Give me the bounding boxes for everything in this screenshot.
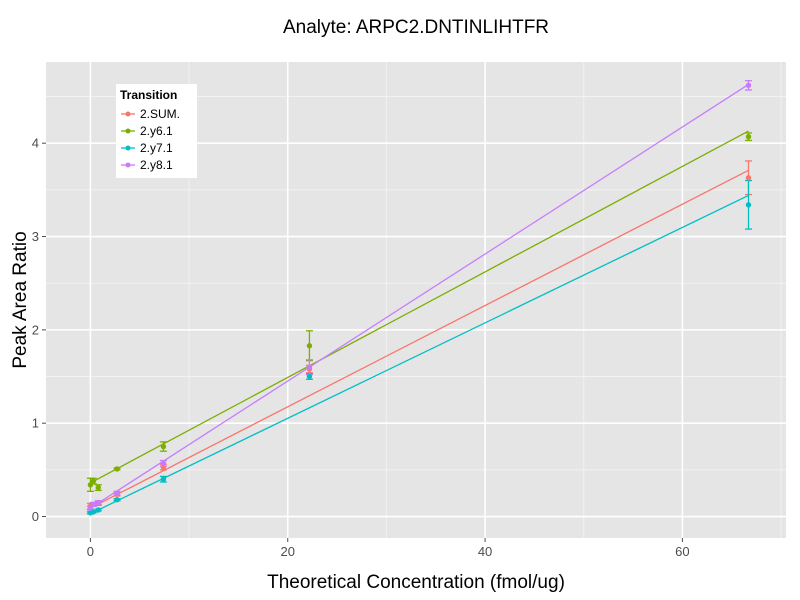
data-point <box>160 460 167 467</box>
y-axis-ticks: 0 1 2 3 4 <box>32 136 46 524</box>
data-point <box>160 476 167 482</box>
fit-line <box>90 194 749 515</box>
legend-key-point <box>125 162 131 168</box>
data-point <box>95 507 101 513</box>
data-point <box>745 202 752 208</box>
fit-line <box>90 169 749 509</box>
fit-line <box>90 130 749 484</box>
x-tick-label: 0 <box>87 544 94 559</box>
legend-key-point <box>125 145 131 151</box>
y-axis-title: Peak Area Ratio <box>10 231 31 368</box>
data-point <box>745 82 752 89</box>
data-point <box>306 373 313 380</box>
y-tick-label: 4 <box>32 136 39 151</box>
x-tick-label: 20 <box>280 544 294 559</box>
data-points <box>87 82 752 516</box>
y-tick-label: 3 <box>32 229 39 244</box>
legend-label: 2.SUM. <box>140 107 180 121</box>
x-axis-ticks: 0 20 40 60 <box>87 538 690 559</box>
data-point <box>306 364 313 370</box>
legend-title: Transition <box>120 88 177 102</box>
data-point <box>90 478 97 484</box>
data-point <box>90 501 97 508</box>
y-tick-label: 2 <box>32 322 39 337</box>
data-point <box>95 499 101 506</box>
y-tick-label: 0 <box>32 509 39 524</box>
legend-items: 2.SUM. 2.y6.1 2.y7.1 2.y8.1 <box>121 107 180 172</box>
data-point <box>114 466 120 472</box>
data-point <box>90 509 97 515</box>
data-point <box>306 343 313 349</box>
legend: Transition 2.SUM. 2.y6.1 2.y7.1 2.y8.1 <box>116 84 197 178</box>
legend-label: 2.y8.1 <box>140 158 173 172</box>
fit-lines <box>90 83 749 515</box>
data-point <box>114 497 120 503</box>
x-axis-title: Theoretical Concentration (fmol/ug) <box>267 572 565 593</box>
y-tick-label: 1 <box>32 416 39 431</box>
chart-title: Analyte: ARPC2.DNTINLIHTFR <box>283 17 549 38</box>
data-point <box>87 482 94 488</box>
x-tick-label: 40 <box>478 544 492 559</box>
data-point <box>745 175 752 181</box>
data-point <box>87 505 94 511</box>
data-point <box>745 133 752 140</box>
data-point <box>114 490 120 496</box>
data-point <box>160 443 167 450</box>
legend-key-point <box>125 111 131 117</box>
legend-key-point <box>125 128 131 134</box>
data-point <box>95 484 101 491</box>
fit-line <box>90 83 749 509</box>
legend-label: 2.y7.1 <box>140 141 173 155</box>
legend-label: 2.y6.1 <box>140 124 173 138</box>
x-tick-label: 60 <box>675 544 689 559</box>
data-point <box>160 464 167 470</box>
